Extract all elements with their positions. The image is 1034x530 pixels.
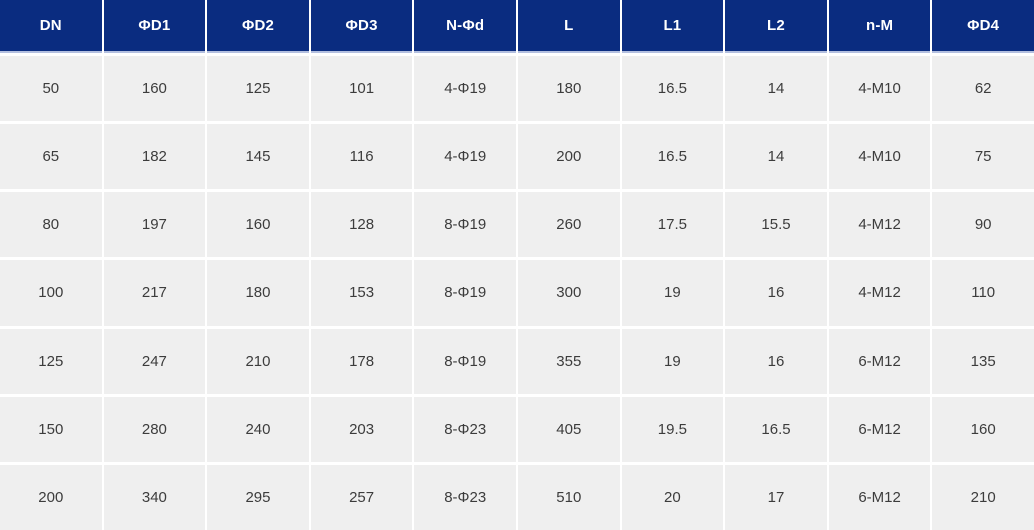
table-cell: 510 [517, 464, 620, 530]
table-cell: 6-M12 [828, 464, 931, 530]
table-cell: 210 [207, 328, 309, 394]
table-cell: 4-Φ19 [414, 124, 516, 190]
column-header: DN [0, 0, 102, 53]
table-cell: 16 [725, 328, 827, 394]
table-cell: 17 [725, 464, 827, 530]
table-cell: 340 [103, 464, 206, 530]
column-header: N-Φd [414, 0, 516, 53]
table-cell: 16.5 [621, 56, 724, 122]
table-cell: 160 [932, 396, 1034, 462]
table-cell: 4-M12 [828, 260, 931, 326]
table-cell: 125 [0, 328, 102, 394]
table-cell: 6-M12 [828, 396, 931, 462]
table-cell: 116 [310, 124, 413, 190]
table-cell: 160 [207, 192, 309, 258]
table-cell: 260 [517, 192, 620, 258]
column-header: L2 [725, 0, 827, 53]
table-cell: 65 [0, 124, 102, 190]
table-cell: 300 [517, 260, 620, 326]
table-cell: 180 [517, 56, 620, 122]
table-cell: 110 [932, 260, 1034, 326]
table-cell: 145 [207, 124, 309, 190]
table-cell: 20 [621, 464, 724, 530]
table-cell: 197 [103, 192, 206, 258]
table-cell: 16 [725, 260, 827, 326]
table-cell: 14 [725, 124, 827, 190]
table-cell: 15.5 [725, 192, 827, 258]
table-cell: 178 [310, 328, 413, 394]
table-cell: 405 [517, 396, 620, 462]
table-cell: 128 [310, 192, 413, 258]
table-cell: 4-M10 [828, 56, 931, 122]
table-cell: 100 [0, 260, 102, 326]
table-cell: 355 [517, 328, 620, 394]
table-cell: 295 [207, 464, 309, 530]
table-cell: 50 [0, 56, 102, 122]
table-cell: 153 [310, 260, 413, 326]
table-cell: 14 [725, 56, 827, 122]
table-cell: 247 [103, 328, 206, 394]
table-cell: 180 [207, 260, 309, 326]
table-cell: 203 [310, 396, 413, 462]
table-cell: 8-Φ23 [414, 396, 516, 462]
table-cell: 8-Φ19 [414, 328, 516, 394]
column-header: L [517, 0, 620, 53]
table-cell: 217 [103, 260, 206, 326]
column-header: n-M [828, 0, 931, 53]
table-cell: 80 [0, 192, 102, 258]
table-cell: 8-Φ23 [414, 464, 516, 530]
table-cell: 16.5 [621, 124, 724, 190]
table-cell: 200 [0, 464, 102, 530]
table-cell: 240 [207, 396, 309, 462]
column-header: ΦD3 [310, 0, 413, 53]
table-cell: 200 [517, 124, 620, 190]
table-cell: 62 [932, 56, 1034, 122]
table-cell: 19.5 [621, 396, 724, 462]
table-cell: 280 [103, 396, 206, 462]
table-cell: 257 [310, 464, 413, 530]
table-cell: 4-M12 [828, 192, 931, 258]
table-cell: 125 [207, 56, 309, 122]
table-cell: 8-Φ19 [414, 260, 516, 326]
table-cell: 19 [621, 260, 724, 326]
table-cell: 182 [103, 124, 206, 190]
column-header: ΦD1 [103, 0, 206, 53]
table-cell: 90 [932, 192, 1034, 258]
table-cell: 4-Φ19 [414, 56, 516, 122]
table-cell: 17.5 [621, 192, 724, 258]
table-cell: 150 [0, 396, 102, 462]
table-cell: 75 [932, 124, 1034, 190]
column-header: ΦD2 [207, 0, 309, 53]
table-cell: 4-M10 [828, 124, 931, 190]
table-cell: 101 [310, 56, 413, 122]
column-header: L1 [621, 0, 724, 53]
table-cell: 160 [103, 56, 206, 122]
table-cell: 16.5 [725, 396, 827, 462]
table-cell: 210 [932, 464, 1034, 530]
table-cell: 6-M12 [828, 328, 931, 394]
table-cell: 135 [932, 328, 1034, 394]
column-header: ΦD4 [932, 0, 1034, 53]
table-cell: 19 [621, 328, 724, 394]
table-cell: 8-Φ19 [414, 192, 516, 258]
